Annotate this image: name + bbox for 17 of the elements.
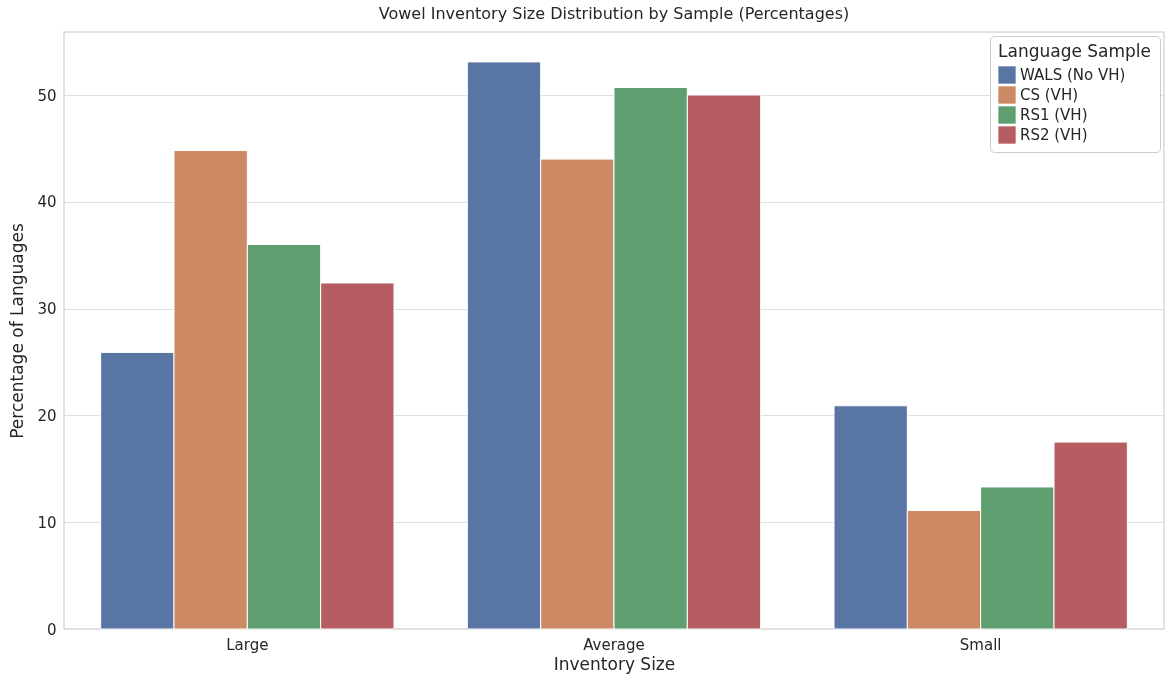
y-tick-label: 0 xyxy=(46,620,57,639)
legend-label: RS2 (VH) xyxy=(1020,126,1088,144)
x-tick-label: Large xyxy=(226,635,269,654)
y-tick-label: 10 xyxy=(37,513,57,532)
chart-title: Vowel Inventory Size Distribution by Sample (Percentages) xyxy=(378,4,850,23)
x-tick-label: Average xyxy=(583,635,645,654)
y-tick-label: 40 xyxy=(37,193,57,212)
legend-title: Language Sample xyxy=(998,41,1152,61)
y-axis-title: Percentage of Languages xyxy=(7,223,28,439)
legend-label: WALS (No VH) xyxy=(1020,66,1126,84)
y-tick-label: 30 xyxy=(37,300,57,319)
y-tick-label: 50 xyxy=(37,86,57,105)
legend-label: CS (VH) xyxy=(1020,86,1079,104)
x-tick-label: Small xyxy=(959,635,1002,654)
legend-label: RS1 (VH) xyxy=(1020,106,1088,124)
y-tick-label: 20 xyxy=(37,406,57,425)
x-axis-title: Inventory Size xyxy=(553,653,676,674)
